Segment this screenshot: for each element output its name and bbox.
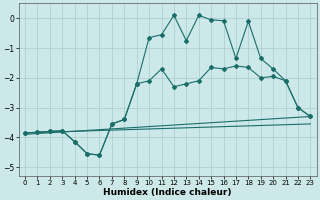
X-axis label: Humidex (Indice chaleur): Humidex (Indice chaleur) — [103, 188, 232, 197]
